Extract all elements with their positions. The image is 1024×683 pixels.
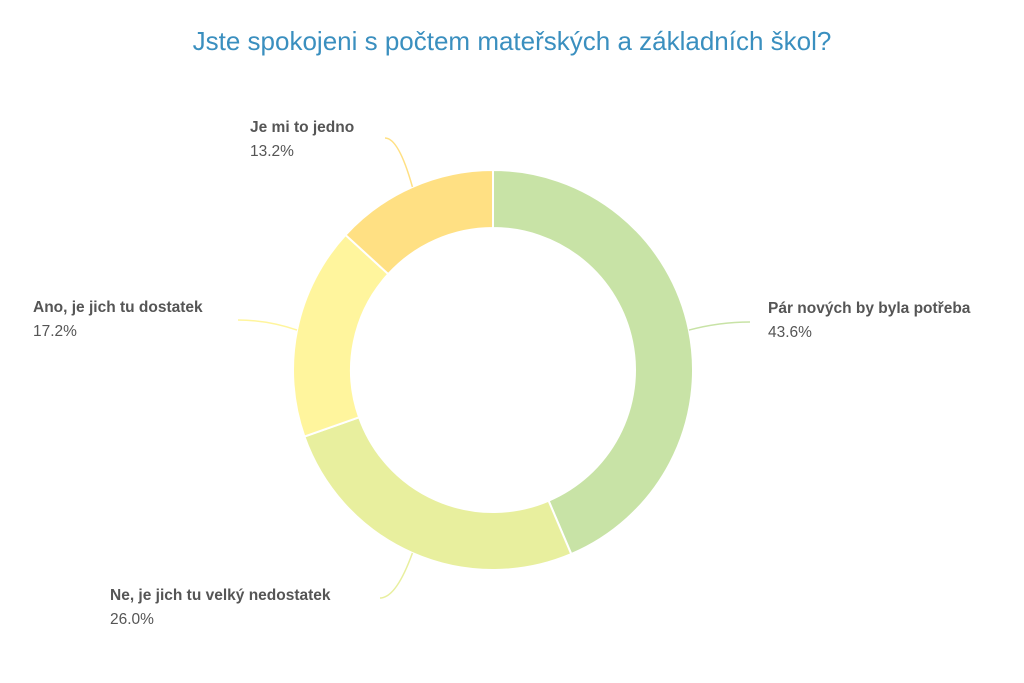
leader-line-2 [379,552,414,599]
slice-labels: Pár nových by byla potřeba 43.6% Ne, je ji… [33,119,971,628]
chart-title: Jste spokojeni s počtem mateřských a zák… [193,26,832,56]
leader-line-3 [237,319,298,331]
donut-slices [292,168,694,571]
slice-2 [303,415,573,571]
leader-lines [237,137,751,599]
slice-value-2: 26.0% [110,611,154,628]
leader-line-1 [688,321,751,331]
slice-value-4: 13.2% [250,143,294,160]
leader-line-4 [384,137,414,188]
slice-value-3: 17.2% [33,323,77,340]
slice-label-4: Je mi to jedno [250,119,354,136]
slice-1 [492,168,694,556]
slice-4 [344,168,494,276]
slice-label-3: Ano, je jich tu dostatek [33,299,203,316]
slice-value-1: 43.6% [768,324,812,341]
slice-label-1: Pár nových by byla potřeba [768,300,971,317]
slice-label-2: Ne, je jich tu velký nedostatek [110,587,331,604]
slice-3 [292,233,390,438]
